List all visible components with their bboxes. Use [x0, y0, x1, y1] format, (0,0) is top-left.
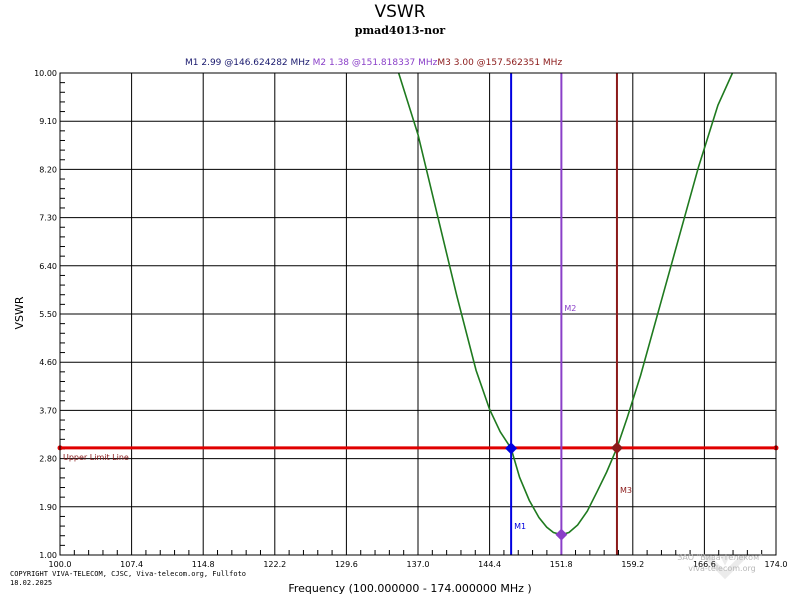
x-tick-label: 107.4: [120, 560, 143, 569]
x-tick-label: 151.8: [550, 560, 573, 569]
x-tick-label: 137.0: [407, 560, 430, 569]
y-tick-label: 1.00: [39, 551, 57, 560]
date-text: 18.02.2025: [10, 579, 52, 587]
marker-readout-m3: M3 3.00 @157.562351 MHz: [437, 58, 562, 68]
marker-readout-text: M1 2.99 @146.624282 MHz M2 1.38 @151.818…: [185, 58, 562, 68]
x-tick-label: 174.0: [765, 560, 788, 569]
watermark-site: viva-telecom.org: [688, 564, 755, 573]
x-tick-label: 100.0: [49, 560, 72, 569]
marker-diamond-m3: [610, 441, 623, 454]
y-tick-label: 3.70: [39, 406, 57, 415]
x-tick-label: 144.4: [478, 560, 501, 569]
upper-limit-label: Upper Limit Line: [63, 453, 129, 462]
y-tick-label: 2.80: [39, 455, 57, 464]
marker-label-m1: M1: [514, 522, 526, 531]
x-tick-label: 114.8: [192, 560, 215, 569]
chart-subtitle: pmad4013-nor: [355, 24, 446, 37]
marker-label-m3: M3: [620, 486, 632, 495]
y-axis-label: VSWR: [13, 296, 26, 329]
y-tick-label: 5.50: [39, 310, 57, 319]
y-tick-label: 7.30: [39, 214, 57, 223]
x-tick-label: 129.6: [335, 560, 358, 569]
chart-title: VSWR: [374, 2, 425, 22]
markers-layer: M1 M2 M3: [505, 73, 632, 555]
marker-diamond-m1: [505, 442, 518, 455]
y-tick-label: 4.60: [39, 358, 57, 367]
x-axis-ticks: 100.0 107.4 114.8 122.2 129.6 137.0 144.4 151.8…: [49, 560, 788, 569]
y-tick-label: 6.40: [39, 262, 57, 271]
y-tick-label: 9.10: [39, 117, 57, 126]
x-tick-label: 166.6: [693, 560, 716, 569]
x-tick-label: 159.2: [621, 560, 644, 569]
y-tick-label: 1.90: [39, 503, 57, 512]
minor-ticks: [60, 82, 763, 555]
y-tick-label: 8.20: [39, 165, 57, 174]
plot-frame: [59, 72, 777, 556]
x-tick-label: 122.2: [263, 560, 286, 569]
marker-readout-m1: M1 2.99 @146.624282 MHz: [185, 58, 310, 68]
y-tick-label: 10.00: [34, 69, 57, 78]
marker-diamond-m2: [555, 528, 568, 541]
marker-readout-m2: M2 1.38 @151.818337 MHz: [310, 58, 438, 68]
marker-label-m2: M2: [564, 304, 576, 313]
x-axis-label: Frequency (100.000000 - 174.000000 MHz ): [288, 582, 531, 595]
marker-readout: M1 2.99 @146.624282 MHz M2 1.38 @151.818…: [185, 58, 562, 68]
y-axis-ticks: 1.00 1.90 2.80 3.70 4.60 5.50 6.40 7.30 8.20 9.10…: [34, 69, 57, 560]
copyright-text: COPYRIGHT VIVA-TELECOM, CJSC, Viva-telec…: [10, 570, 246, 578]
watermark-company: ЗАО "Вива-Телеком": [677, 553, 763, 562]
